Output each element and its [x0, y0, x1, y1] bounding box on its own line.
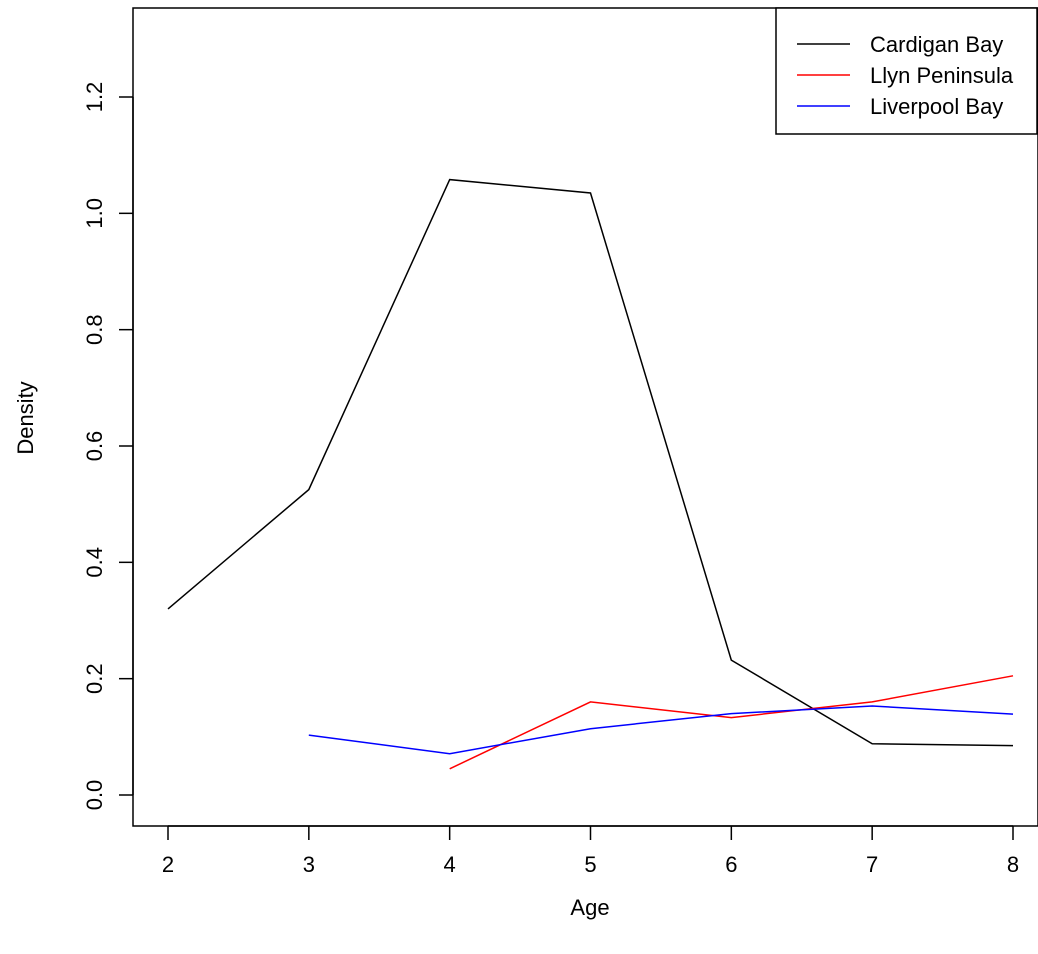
series-line-2	[308, 705, 1014, 755]
series-line-1	[449, 675, 1014, 770]
series-line-0	[167, 178, 1014, 747]
x-tick-label-3: 5	[584, 852, 596, 877]
x-tick-label-0: 2	[162, 852, 174, 877]
y-tick-label-0: 0.0	[82, 780, 107, 811]
y-axis: 0.0 0.2 0.4 0.6 0.8 1.0 1.2	[82, 82, 134, 811]
y-tick-label-5: 1.0	[82, 198, 107, 229]
x-tick-label-6: 8	[1007, 852, 1019, 877]
series-layer	[167, 178, 1014, 770]
legend: Cardigan Bay Llyn Peninsula Liverpool Bay	[775, 7, 1038, 135]
y-axis-title: Density	[13, 381, 38, 454]
legend-label-2: Liverpool Bay	[870, 94, 1003, 119]
y-tick-label-2: 0.4	[82, 547, 107, 578]
legend-label-0: Cardigan Bay	[870, 32, 1003, 57]
y-tick-label-1: 0.2	[82, 663, 107, 694]
x-tick-label-4: 6	[725, 852, 737, 877]
y-tick-label-3: 0.6	[82, 431, 107, 462]
y-tick-label-4: 0.8	[82, 314, 107, 345]
x-tick-label-1: 3	[303, 852, 315, 877]
x-tick-label-2: 4	[444, 852, 456, 877]
legend-box	[775, 7, 1038, 135]
x-axis: 2 3 4 5 6 7 8	[162, 825, 1019, 877]
legend-label-1: Llyn Peninsula	[870, 63, 1014, 88]
y-tick-label-6: 1.2	[82, 82, 107, 113]
x-axis-title: Age	[570, 895, 609, 920]
x-tick-label-5: 7	[866, 852, 878, 877]
